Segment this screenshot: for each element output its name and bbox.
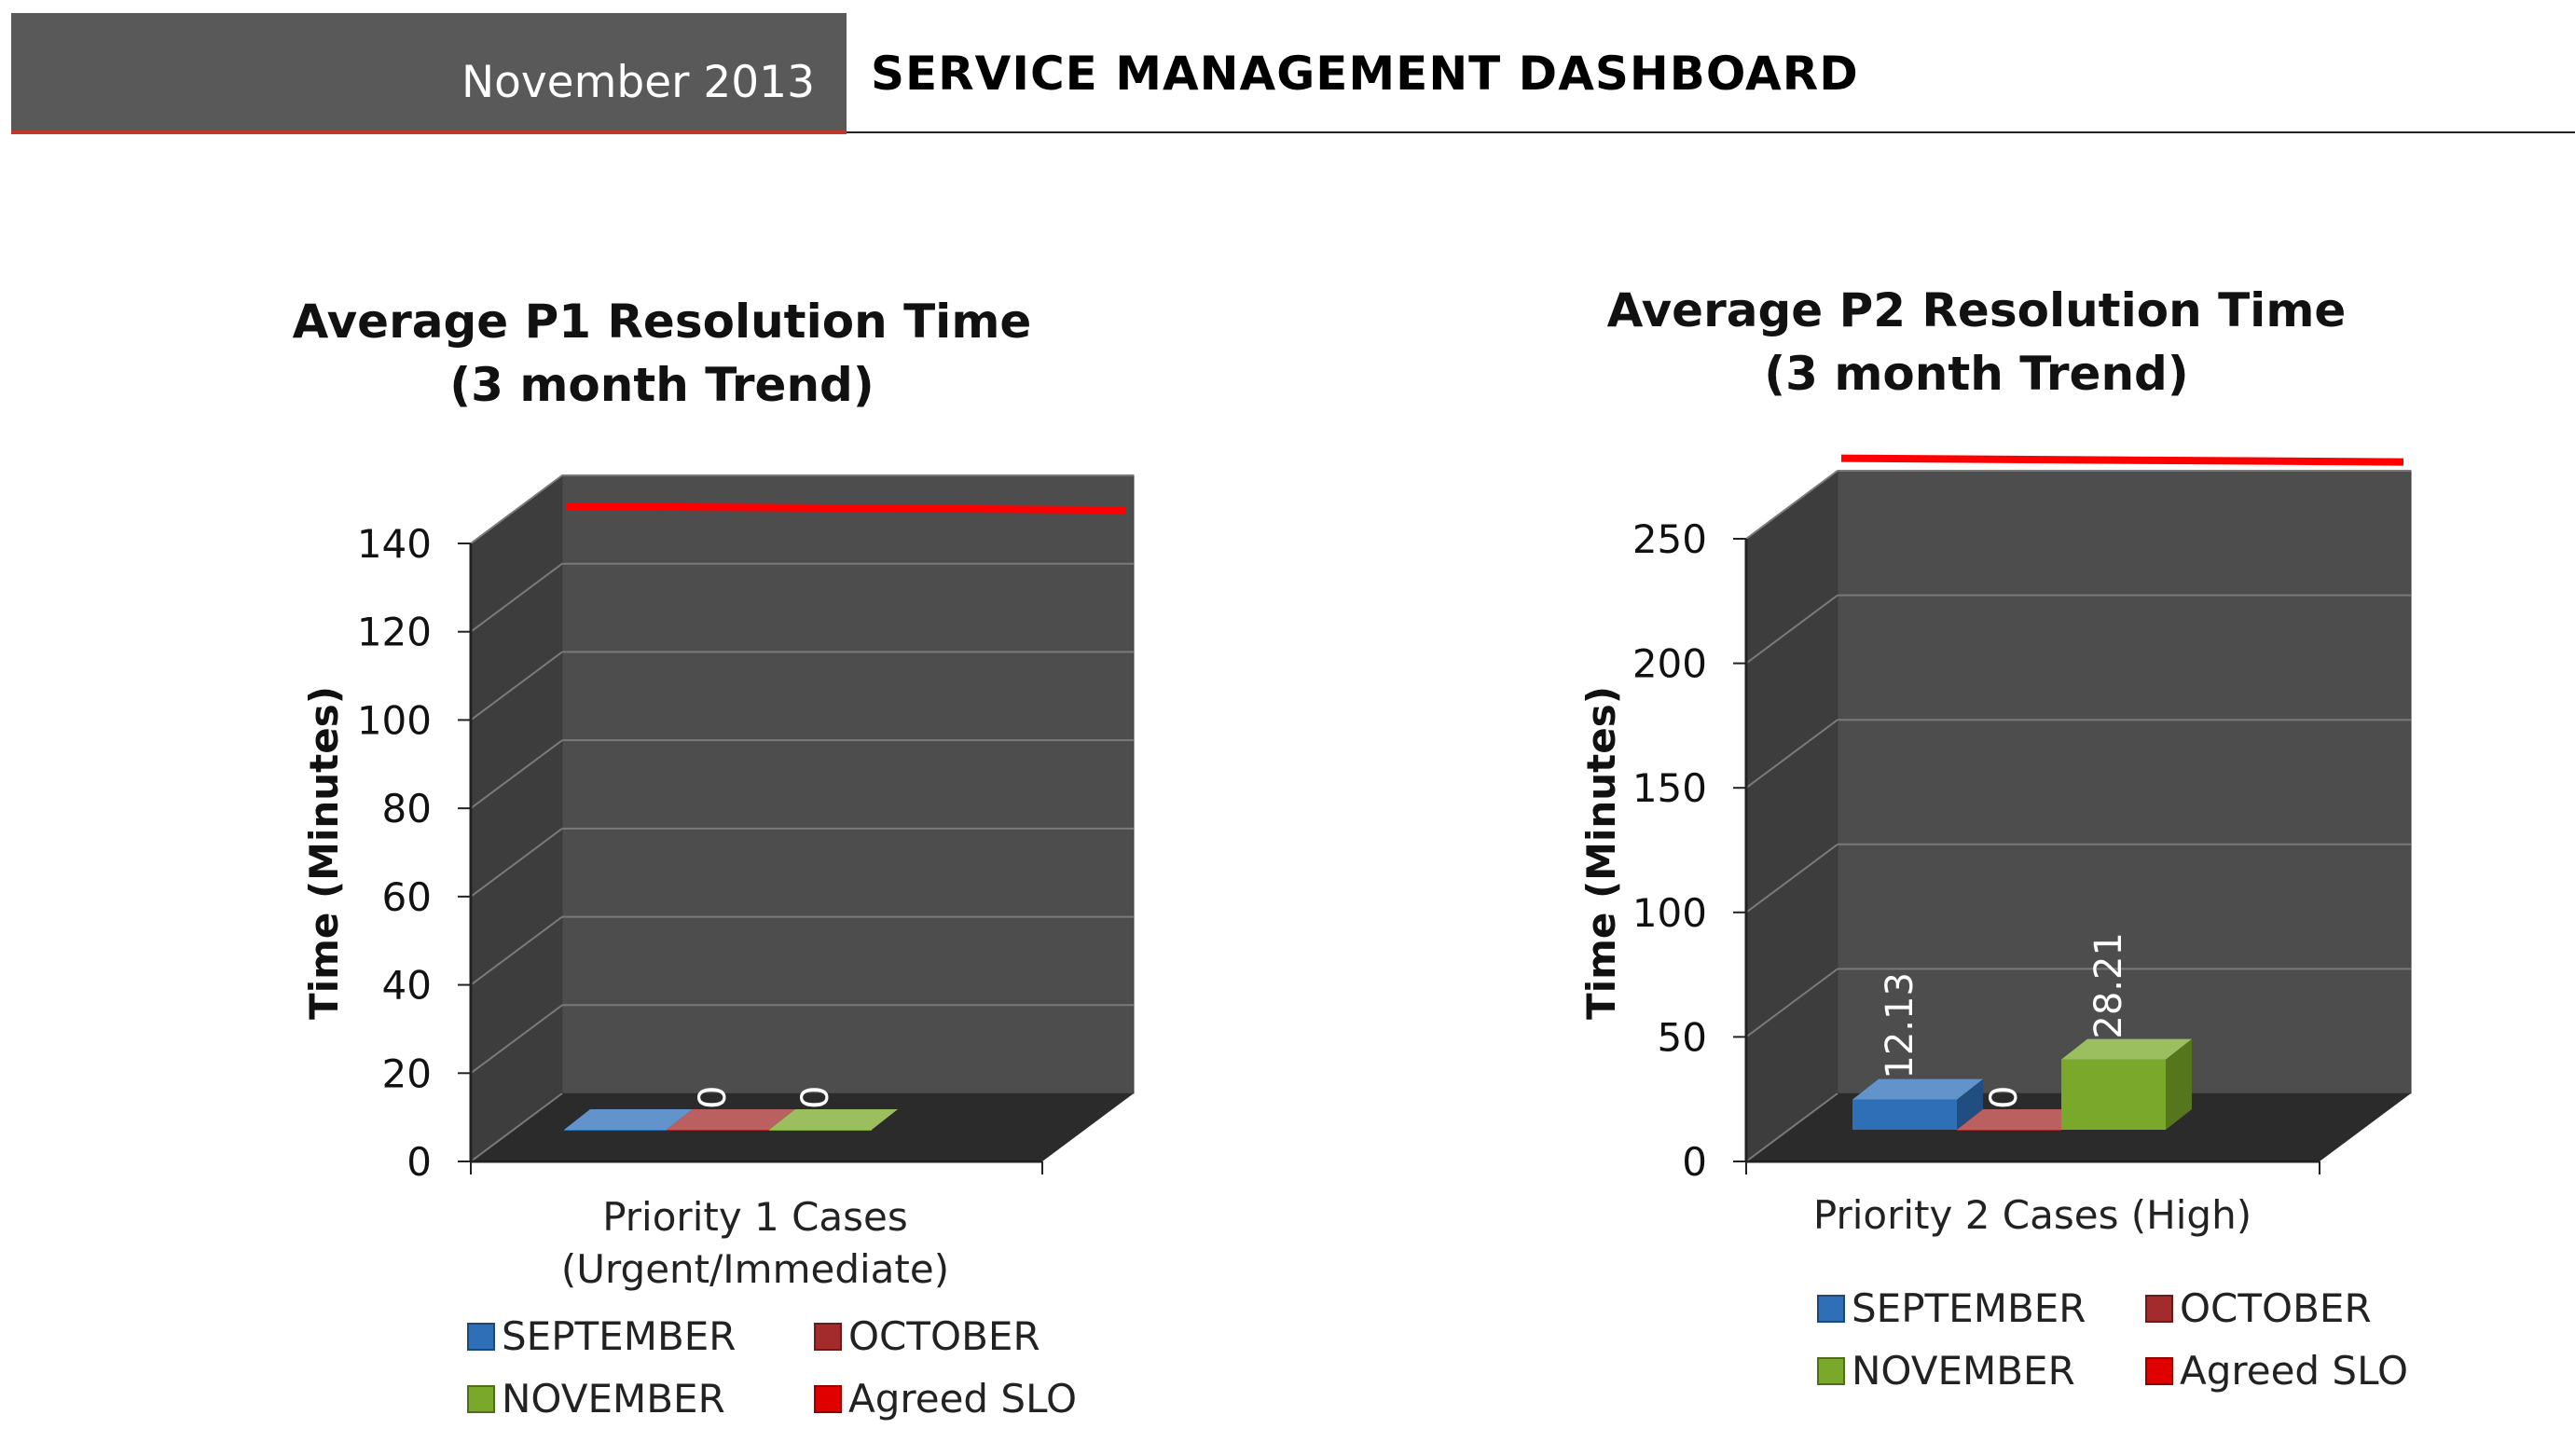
p1-legend-swatch [814,1385,842,1413]
p2-slo-line [1840,454,2404,466]
p1-y-tick-label: 100 [357,697,432,743]
p2-gridline-side [1745,1092,1838,1162]
p1-bar-november [769,1130,872,1131]
p2-y-tick-label: 0 [1682,1139,1707,1185]
p1-y-tick-label: 120 [357,610,432,655]
p1-gridline-side [470,915,563,986]
p1-gridline-side [470,828,563,898]
p2-chart-subtitle: (3 month Trend) [1764,347,2188,401]
p2-bar-top-november [2061,1038,2192,1060]
p2-side-wall [1746,471,1838,1161]
p2-y-tick-label: 100 [1632,890,1707,936]
p1-data-label: 0 [692,1086,735,1109]
p2-y-axis-label: Time (Minutes) [1578,686,1624,1020]
p2-legend-swatch [2145,1357,2173,1385]
p2-bar-november [2061,1059,2166,1130]
p1-data-label: 0 [794,1086,837,1109]
p1-y-tick-label: 140 [357,521,432,567]
p1-category-label: (Urgent/Immediate) [561,1246,949,1292]
p1-y-tick-label: 40 [382,963,432,1009]
header-divider [847,131,2575,133]
p2-y-tick-label: 50 [1658,1014,1707,1060]
p2-data-label: 12.13 [1879,972,1921,1079]
p2-legend-swatch [2145,1295,2173,1323]
p2-gridline-side [1745,470,1838,540]
p2-legend-label: OCTOBER [2180,1285,2372,1331]
p2-bar-side-september [1957,1078,1983,1130]
header-bar: November 2013 [11,13,847,134]
p1-chart-title: Average P1 Resolution Time [293,295,1032,349]
p1-gridline-side [470,651,563,721]
p1-category-label: Priority 1 Cases [602,1194,908,1240]
p2-legend-label: NOVEMBER [1852,1348,2075,1394]
p2-bar-september [1852,1099,1957,1130]
p1-bar-top-october [667,1109,795,1130]
p1-gridline-side [470,1004,563,1075]
p1-legend-label: NOVEMBER [502,1376,725,1422]
p2-chart-title: Average P2 Resolution Time [1607,283,2347,337]
p2-legend-label: Agreed SLO [2180,1348,2408,1394]
p1-legend-swatch [467,1323,495,1351]
p2-y-tick-label: 250 [1632,516,1707,562]
p1-gridline-side [470,739,563,809]
p1-back-wall [561,474,1135,1094]
p1-y-tick-label: 60 [382,874,432,920]
p2-legend-swatch [1817,1295,1845,1323]
p2-bar-october [1957,1130,2061,1131]
p1-slo-line [565,502,1127,515]
p2-y-tick-label: 200 [1632,641,1707,687]
p1-bar-september [564,1130,667,1131]
p1-bar-october [667,1130,769,1131]
p1-chart-subtitle: (3 month Trend) [449,358,874,412]
p2-gridline-side [1745,968,1838,1038]
p2-legend-swatch [1817,1357,1845,1385]
p1-y-tick-label: 80 [382,786,432,831]
p2-data-label: 28.21 [2087,932,2130,1039]
p2-gridline-side [1745,719,1838,790]
p2-bar-top-september [1852,1078,1983,1100]
p1-bar-top-november [769,1109,898,1130]
p1-y-tick-label: 0 [406,1139,432,1185]
p1-legend-label: OCTOBER [848,1313,1040,1359]
p1-legend-label: SEPTEMBER [502,1313,737,1359]
p2-data-label: 0 [1983,1086,2026,1109]
p1-gridline-side [470,1092,563,1162]
p1-bar-top-september [564,1109,693,1130]
p2-legend-label: SEPTEMBER [1852,1285,2086,1331]
p2-y-tick-label: 150 [1632,765,1707,811]
report-date: November 2013 [461,57,815,108]
p2-back-wall [1837,470,2412,1094]
p2-bar-top-october [1957,1109,2087,1130]
p1-y-axis-label: Time (Minutes) [301,686,347,1020]
p1-legend-label: Agreed SLO [848,1376,1077,1422]
p2-bar-side-november [2166,1038,2192,1130]
p1-gridline-side [470,474,563,544]
p2-gridline-side [1745,594,1838,665]
p1-legend-swatch [467,1385,495,1413]
p1-legend-swatch [814,1323,842,1351]
p2-category-label: Priority 2 Cases (High) [1813,1192,2251,1238]
p1-side-wall [471,475,562,1161]
p2-gridline-side [1745,843,1838,913]
dashboard-title: SERVICE MANAGEMENT DASHBOARD [871,47,1859,101]
p1-y-tick-label: 20 [382,1051,432,1096]
p1-gridline-side [470,562,563,633]
